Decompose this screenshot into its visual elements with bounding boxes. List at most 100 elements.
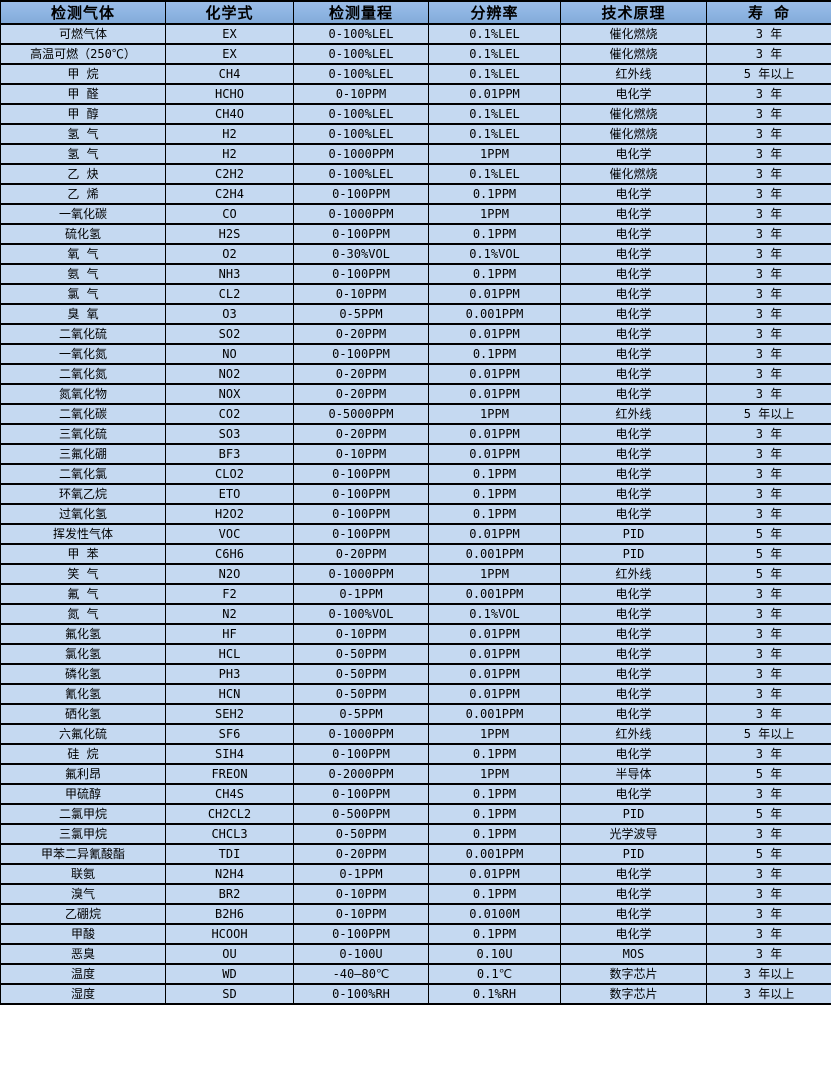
- gas-name-cell: 六氟化硫: [0, 723, 166, 745]
- lifespan-cell: 3 年: [706, 103, 831, 125]
- lifespan-cell: 3 年: [706, 643, 831, 665]
- gas-name-cell: 笑 气: [0, 563, 166, 585]
- principle-cell: 电化学: [560, 703, 707, 725]
- formula-cell: HCOOH: [165, 923, 294, 945]
- resolution-cell: 0.1PPM: [428, 743, 561, 765]
- lifespan-cell: 3 年: [706, 303, 831, 325]
- gas-name-cell: 氢 气: [0, 123, 166, 145]
- table-row: 湿度 SD 0-100%RH 0.1%RH 数字芯片 3 年以上: [0, 983, 831, 1005]
- table-header: 检测气体 化学式 检测量程 分辨率 技术原理 寿 命: [0, 0, 831, 25]
- principle-cell: 电化学: [560, 583, 707, 605]
- gas-sensor-spec-table: 检测气体 化学式 检测量程 分辨率 技术原理 寿 命 可燃气体 EX 0-100%L…: [0, 0, 831, 1005]
- column-header-formula: 化学式: [165, 0, 294, 25]
- formula-cell: N2O: [165, 563, 294, 585]
- formula-cell: VOC: [165, 523, 294, 545]
- principle-cell: 电化学: [560, 463, 707, 485]
- range-cell: 0-100PPM: [293, 483, 429, 505]
- formula-cell: CH4O: [165, 103, 294, 125]
- resolution-cell: 1PPM: [428, 203, 561, 225]
- principle-cell: 电化学: [560, 783, 707, 805]
- resolution-cell: 0.1%LEL: [428, 63, 561, 85]
- range-cell: 0-10PPM: [293, 443, 429, 465]
- resolution-cell: 0.1PPM: [428, 223, 561, 245]
- principle-cell: 电化学: [560, 183, 707, 205]
- table-row: 甲苯二异氰酸酯 TDI 0-20PPM 0.001PPM PID 5 年: [0, 843, 831, 865]
- principle-cell: 电化学: [560, 623, 707, 645]
- range-cell: 0-10PPM: [293, 623, 429, 645]
- range-cell: 0-100PPM: [293, 503, 429, 525]
- formula-cell: CH4S: [165, 783, 294, 805]
- gas-name-cell: 二氧化硫: [0, 323, 166, 345]
- lifespan-cell: 3 年: [706, 43, 831, 65]
- lifespan-cell: 3 年: [706, 883, 831, 905]
- lifespan-cell: 3 年: [706, 143, 831, 165]
- resolution-cell: 0.01PPM: [428, 323, 561, 345]
- resolution-cell: 0.001PPM: [428, 303, 561, 325]
- resolution-cell: 0.1PPM: [428, 883, 561, 905]
- table-row: 甲 烷 CH4 0-100%LEL 0.1%LEL 红外线 5 年以上: [0, 63, 831, 85]
- table-row: 可燃气体 EX 0-100%LEL 0.1%LEL 催化燃烧 3 年: [0, 23, 831, 45]
- formula-cell: SIH4: [165, 743, 294, 765]
- gas-name-cell: 湿度: [0, 983, 166, 1005]
- formula-cell: C6H6: [165, 543, 294, 565]
- resolution-cell: 0.1PPM: [428, 503, 561, 525]
- lifespan-cell: 3 年: [706, 483, 831, 505]
- resolution-cell: 0.01PPM: [428, 663, 561, 685]
- gas-name-cell: 氟化氢: [0, 623, 166, 645]
- lifespan-cell: 3 年: [706, 923, 831, 945]
- resolution-cell: 1PPM: [428, 723, 561, 745]
- lifespan-cell: 3 年: [706, 363, 831, 385]
- resolution-cell: 1PPM: [428, 143, 561, 165]
- resolution-cell: 0.0100M: [428, 903, 561, 925]
- gas-name-cell: 硅 烷: [0, 743, 166, 765]
- resolution-cell: 0.01PPM: [428, 523, 561, 545]
- table-row: 三氟化硼 BF3 0-10PPM 0.01PPM 电化学 3 年: [0, 443, 831, 465]
- resolution-cell: 0.01PPM: [428, 623, 561, 645]
- principle-cell: PID: [560, 843, 707, 865]
- formula-cell: HCHO: [165, 83, 294, 105]
- range-cell: 0-10PPM: [293, 903, 429, 925]
- resolution-cell: 0.1PPM: [428, 783, 561, 805]
- table-row: 联氨 N2H4 0-1PPM 0.01PPM 电化学 3 年: [0, 863, 831, 885]
- formula-cell: CH4: [165, 63, 294, 85]
- formula-cell: H2: [165, 143, 294, 165]
- gas-name-cell: 过氧化氢: [0, 503, 166, 525]
- principle-cell: 电化学: [560, 383, 707, 405]
- table-row: 甲 醛 HCHO 0-10PPM 0.01PPM 电化学 3 年: [0, 83, 831, 105]
- principle-cell: 催化燃烧: [560, 123, 707, 145]
- lifespan-cell: 3 年: [706, 23, 831, 45]
- table-row: 温度 WD -40—80℃ 0.1℃ 数字芯片 3 年以上: [0, 963, 831, 985]
- principle-cell: 电化学: [560, 503, 707, 525]
- principle-cell: 红外线: [560, 403, 707, 425]
- lifespan-cell: 3 年: [706, 663, 831, 685]
- gas-name-cell: 三氟化硼: [0, 443, 166, 465]
- column-header-lifespan: 寿 命: [706, 0, 831, 25]
- principle-cell: 电化学: [560, 283, 707, 305]
- gas-name-cell: 硒化氢: [0, 703, 166, 725]
- principle-cell: 电化学: [560, 883, 707, 905]
- lifespan-cell: 5 年以上: [706, 723, 831, 745]
- resolution-cell: 0.1%VOL: [428, 243, 561, 265]
- gas-name-cell: 乙 烯: [0, 183, 166, 205]
- formula-cell: NOX: [165, 383, 294, 405]
- resolution-cell: 0.1%VOL: [428, 603, 561, 625]
- lifespan-cell: 3 年: [706, 683, 831, 705]
- gas-name-cell: 温度: [0, 963, 166, 985]
- lifespan-cell: 3 年: [706, 603, 831, 625]
- resolution-cell: 0.1%LEL: [428, 23, 561, 45]
- principle-cell: 红外线: [560, 563, 707, 585]
- range-cell: 0-1000PPM: [293, 723, 429, 745]
- range-cell: 0-100PPM: [293, 743, 429, 765]
- gas-name-cell: 溴气: [0, 883, 166, 905]
- formula-cell: WD: [165, 963, 294, 985]
- table-row: 六氟化硫 SF6 0-1000PPM 1PPM 红外线 5 年以上: [0, 723, 831, 745]
- principle-cell: 光学波导: [560, 823, 707, 845]
- column-header-principle: 技术原理: [560, 0, 707, 25]
- resolution-cell: 0.001PPM: [428, 543, 561, 565]
- range-cell: 0-50PPM: [293, 823, 429, 845]
- table-row: 磷化氢 PH3 0-50PPM 0.01PPM 电化学 3 年: [0, 663, 831, 685]
- principle-cell: PID: [560, 523, 707, 545]
- gas-name-cell: 氯 气: [0, 283, 166, 305]
- gas-name-cell: 氮氧化物: [0, 383, 166, 405]
- lifespan-cell: 3 年: [706, 443, 831, 465]
